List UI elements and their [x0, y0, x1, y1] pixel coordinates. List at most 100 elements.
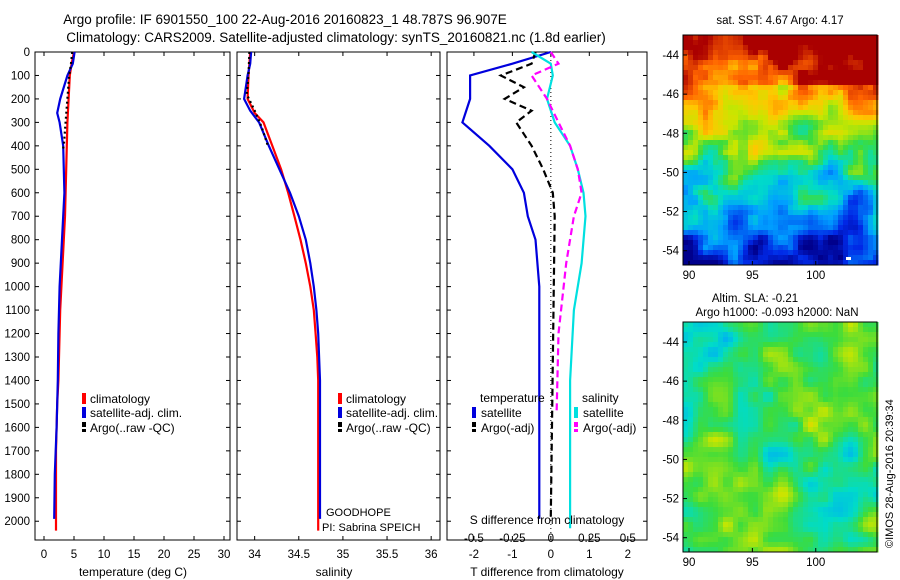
map-cell [868, 382, 874, 388]
map-cell [708, 482, 714, 488]
map-cell [763, 477, 769, 483]
map-cell [863, 482, 869, 488]
map-cell [713, 502, 719, 508]
map-cell [833, 70, 839, 76]
map-cell [728, 542, 734, 548]
map-cell [843, 230, 849, 236]
map-cell [838, 110, 844, 116]
map-cell [853, 210, 859, 216]
map-cell [743, 120, 749, 126]
map-cell [743, 362, 749, 368]
map-cell [788, 255, 794, 261]
map-cell [778, 230, 784, 236]
map-cell [708, 205, 714, 211]
map-cell [858, 487, 864, 493]
map-cell [798, 382, 804, 388]
map-cell [758, 352, 764, 358]
map-cell [828, 362, 834, 368]
map-cell [853, 250, 859, 256]
map-cell [753, 367, 759, 373]
map-cell [773, 527, 779, 533]
map-cell [738, 472, 744, 478]
map-cell [833, 497, 839, 503]
map-cell [848, 492, 854, 498]
map-cell [853, 160, 859, 166]
map-cell [703, 90, 709, 96]
map-cell [763, 472, 769, 478]
map-cell [838, 230, 844, 236]
map-cell [863, 100, 869, 106]
map-cell [728, 125, 734, 131]
map-cell [703, 372, 709, 378]
map-cell [813, 487, 819, 493]
map-cell [813, 452, 819, 458]
map-cell [798, 442, 804, 448]
map-cell [683, 477, 689, 483]
map-cell [683, 412, 689, 418]
map-cell [838, 372, 844, 378]
map-cell [793, 45, 799, 51]
map-cell [788, 432, 794, 438]
map-cell [723, 347, 729, 353]
map-cell [713, 477, 719, 483]
map-cell [728, 70, 734, 76]
map-cell [853, 412, 859, 418]
map-cell [853, 447, 859, 453]
map-cell [808, 75, 814, 81]
legend-label: climatology [346, 392, 406, 406]
map-cell [753, 477, 759, 483]
map-cell [693, 442, 699, 448]
map-cell [798, 130, 804, 136]
map-cell [773, 225, 779, 231]
map-cell [823, 235, 829, 241]
map-cell [793, 527, 799, 533]
map-cell [738, 327, 744, 333]
map-cell [778, 422, 784, 428]
map-cell [698, 95, 704, 101]
map-cell [753, 492, 759, 498]
map-ytick-label: -52 [662, 494, 679, 506]
map-cell [743, 70, 749, 76]
map-cell [748, 322, 754, 328]
map-cell [783, 382, 789, 388]
map-cell [858, 205, 864, 211]
map-cell [773, 200, 779, 206]
map-cell [728, 462, 734, 468]
map-cell [733, 225, 739, 231]
map-cell [823, 165, 829, 171]
map-cell [683, 322, 689, 328]
map-cell [793, 357, 799, 363]
map-cell [843, 397, 849, 403]
map-cell [733, 45, 739, 51]
map-cell [728, 342, 734, 348]
map-cell [863, 115, 869, 121]
sla-map-frame [682, 321, 878, 553]
map-cell [808, 482, 814, 488]
map-cell [853, 240, 859, 246]
map-cell [738, 437, 744, 443]
map-cell [828, 417, 834, 423]
map-cell [808, 50, 814, 56]
map-cell [823, 110, 829, 116]
map-cell [813, 165, 819, 171]
map-cell [788, 427, 794, 433]
xtick-label: 25 [188, 549, 201, 561]
map-cell [873, 85, 879, 91]
map-cell [828, 85, 834, 91]
map-cell [748, 417, 754, 423]
map-cell [773, 522, 779, 528]
pi-label: PI: Sabrina SPEICH [322, 522, 420, 534]
map-cell [708, 497, 714, 503]
map-cell [868, 422, 874, 428]
map-cell [713, 110, 719, 116]
map-cell [748, 45, 754, 51]
map-cell [778, 412, 784, 418]
map-cell [833, 377, 839, 383]
map-cell [868, 427, 874, 433]
map-cell [713, 437, 719, 443]
map-cell [733, 442, 739, 448]
map-cell [833, 40, 839, 46]
map-cell [788, 522, 794, 528]
map-cell [818, 125, 824, 131]
map-cell [693, 215, 699, 221]
